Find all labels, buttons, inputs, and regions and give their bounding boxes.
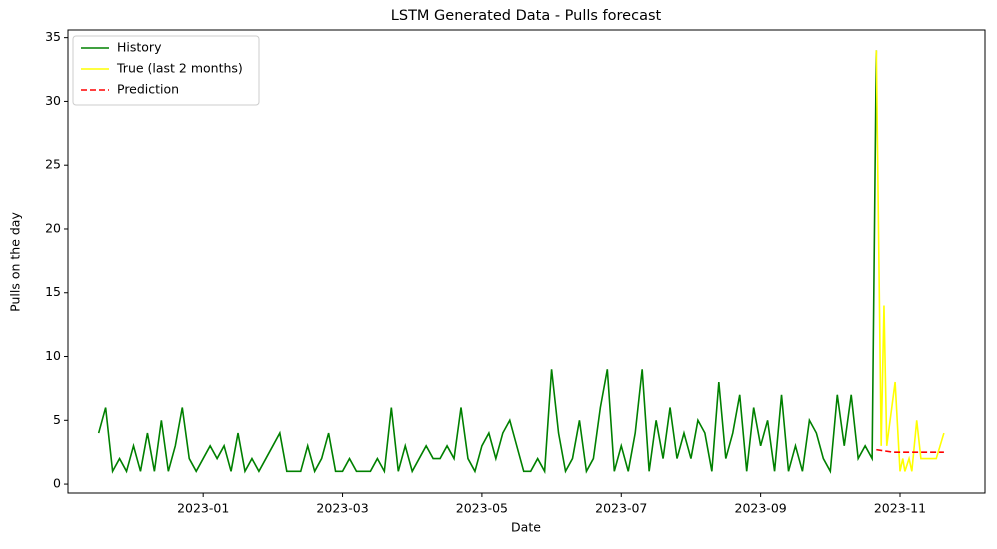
x-tick-label: 2023-07 — [595, 501, 647, 516]
y-tick-label: 20 — [45, 220, 61, 235]
x-tick-label: 2023-05 — [456, 501, 508, 516]
x-axis-label: Date — [511, 520, 541, 535]
x-tick-label: 2023-09 — [735, 501, 787, 516]
chart-title: LSTM Generated Data - Pulls forecast — [391, 8, 662, 24]
y-tick-label: 35 — [45, 29, 61, 44]
series-line — [876, 448, 944, 453]
y-axis-label: Pulls on the day — [8, 212, 23, 312]
y-tick-label: 30 — [45, 93, 61, 108]
y-tick-label: 5 — [53, 412, 61, 427]
x-tick-label: 2023-01 — [177, 501, 229, 516]
legend-box — [72, 35, 260, 106]
y-tick-label: 0 — [53, 476, 61, 491]
y-tick-label: 10 — [45, 348, 61, 363]
plot-frame — [67, 29, 986, 494]
y-tick-label: 25 — [45, 157, 61, 172]
series-line — [97, 50, 878, 475]
x-tick-label: 2023-03 — [316, 501, 368, 516]
x-tick-label: 2023-11 — [874, 501, 926, 516]
legend-label: True (last 2 months) — [116, 61, 243, 76]
legend-label: History — [117, 40, 162, 55]
series-line — [875, 50, 945, 472]
legend-label: Prediction — [117, 82, 179, 97]
y-tick-label: 15 — [45, 284, 61, 299]
